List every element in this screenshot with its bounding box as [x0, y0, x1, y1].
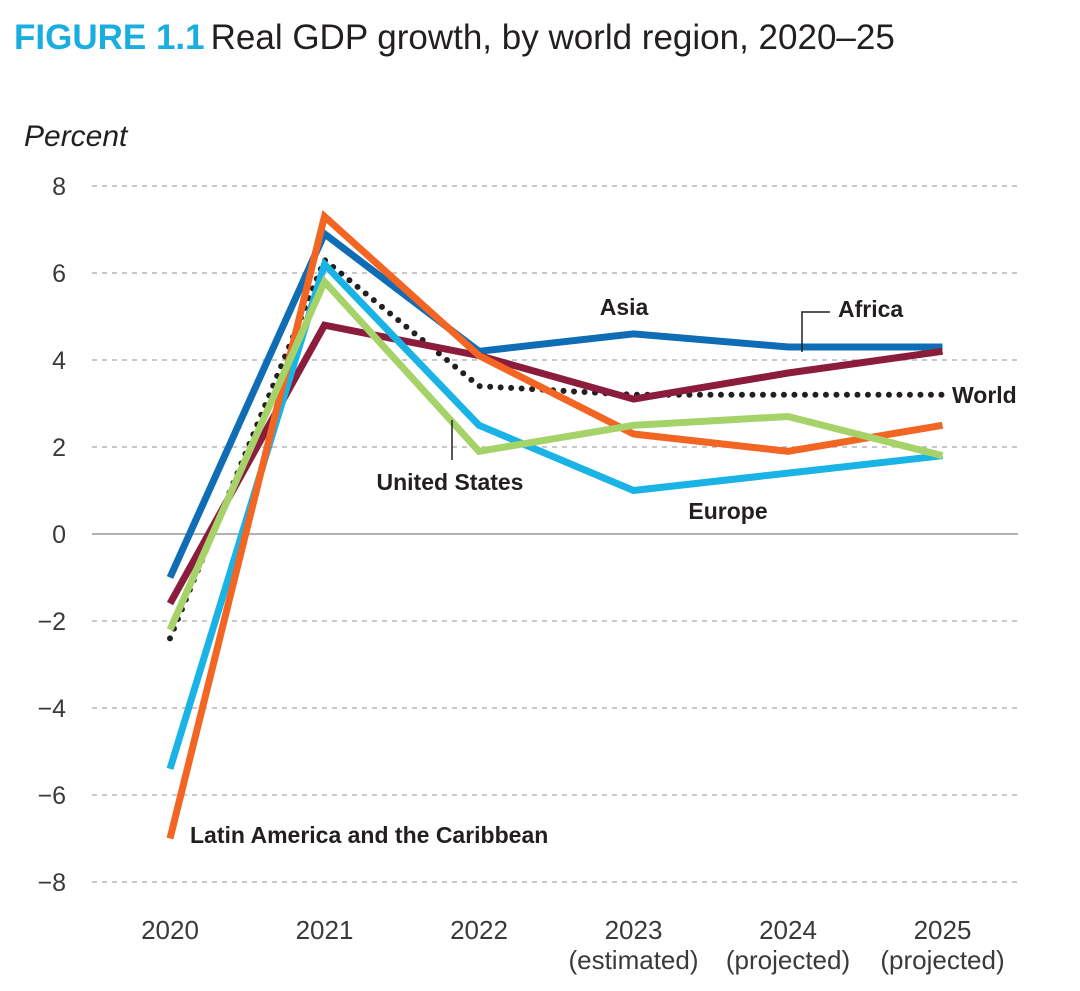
- y-axis-label: Percent: [24, 120, 129, 153]
- label-leader-lines: [451, 311, 830, 460]
- series-lines: [166, 209, 946, 840]
- x-tick-label: 2025: [914, 915, 972, 945]
- series-label: Africa: [838, 296, 903, 322]
- series-label: United States: [377, 469, 524, 495]
- x-tick-note: (projected): [726, 945, 850, 975]
- x-tick-note: (projected): [880, 945, 1004, 975]
- y-tick-label: −6: [37, 782, 66, 810]
- y-tick-label: 6: [52, 260, 66, 288]
- y-tick-label: −8: [37, 869, 66, 897]
- x-tick-note: (estimated): [568, 945, 698, 975]
- x-tick-label: 2024: [759, 915, 817, 945]
- y-tick-label: 0: [52, 521, 66, 549]
- series-line-asia: [166, 228, 943, 579]
- x-tick-label: 2021: [296, 915, 354, 945]
- africa-leader-line: [801, 311, 830, 352]
- series-label: Europe: [688, 498, 767, 524]
- y-tick-label: 2: [52, 434, 66, 462]
- x-tick-label: 2020: [141, 915, 199, 945]
- figure-title: FIGURE 1.1 Real GDP growth, by world regi…: [14, 18, 895, 58]
- figure-number: FIGURE 1.1: [14, 18, 205, 57]
- x-axis-ticks: 2020 2021 2022 2023(estimated)2024(projecte…: [141, 915, 1005, 975]
- y-tick-label: −2: [37, 608, 66, 636]
- figure-title-text: Real GDP growth, by world region, 2020–2…: [210, 18, 895, 57]
- series-line-africa: [166, 321, 943, 606]
- series-line-united-states: [166, 275, 944, 632]
- series-line-latin-america-and-the-caribbean: [166, 209, 944, 840]
- y-tick-label: −4: [37, 695, 66, 723]
- y-tick-label: 8: [52, 173, 66, 201]
- y-tick-label: 4: [52, 347, 66, 375]
- series-label: Latin America and the Caribbean: [190, 822, 548, 848]
- series-label: World: [952, 382, 1017, 408]
- series-labels: Asia Africa Europe Latin America and the Ca…: [190, 294, 1017, 848]
- series-line-world: [167, 255, 946, 642]
- x-tick-label: 2022: [450, 915, 508, 945]
- series-line-europe: [166, 257, 943, 770]
- series-label: Asia: [600, 294, 649, 320]
- x-tick-label: 2023: [605, 915, 663, 945]
- y-axis-ticks: 8 6 4 2 0 −2 −4 −6 −8: [37, 173, 66, 897]
- gridlines: [92, 185, 1018, 883]
